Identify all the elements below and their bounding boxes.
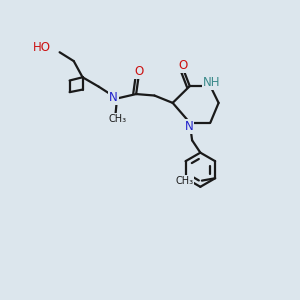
Text: CH₃: CH₃ xyxy=(176,176,194,186)
Text: N: N xyxy=(185,120,194,133)
Text: CH₃: CH₃ xyxy=(109,114,127,124)
Text: N: N xyxy=(109,92,118,104)
Text: O: O xyxy=(135,65,144,78)
Text: O: O xyxy=(178,59,187,72)
Text: NH: NH xyxy=(203,76,220,89)
Text: HO: HO xyxy=(33,41,51,54)
